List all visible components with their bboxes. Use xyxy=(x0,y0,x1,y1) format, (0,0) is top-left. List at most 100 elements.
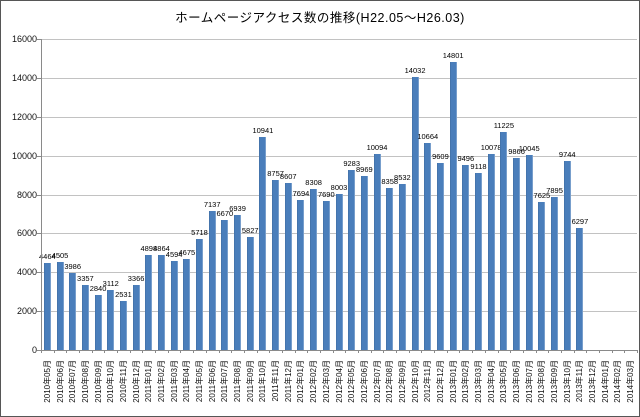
x-axis-tick-label: 2012年03月 xyxy=(322,354,331,414)
x-axis-tick xyxy=(446,350,448,353)
x-axis-tick xyxy=(155,350,157,353)
bar xyxy=(157,255,165,350)
x-axis-tick-label: 2010年12月 xyxy=(132,354,141,414)
x-axis-tick xyxy=(586,350,588,353)
bar-value-label: 14801 xyxy=(442,51,464,61)
x-axis-tick-label-text: 2010年10月 xyxy=(106,360,116,403)
bar xyxy=(272,179,280,350)
x-axis-tick-label: 2013年12月 xyxy=(588,354,597,414)
gridline xyxy=(41,39,637,40)
x-axis-tick-label: 2012年01月 xyxy=(296,354,305,414)
x-axis-tick-label-text: 2012年01月 xyxy=(296,360,306,403)
x-axis-tick-label: 2010年05月 xyxy=(43,354,52,414)
y-axis-tick xyxy=(37,233,41,235)
bar-value-label: 6297 xyxy=(571,216,589,226)
x-axis-tick-label-text: 2012年03月 xyxy=(321,360,331,403)
bar-value-label: 5718 xyxy=(191,227,208,237)
x-axis-tick xyxy=(611,350,613,353)
x-axis-tick xyxy=(408,350,410,353)
bar xyxy=(56,262,64,350)
x-axis-tick xyxy=(332,350,334,353)
y-axis-line xyxy=(41,39,42,350)
x-axis-tick-label-text: 2012年05月 xyxy=(347,360,357,403)
x-axis-tick-label: 2012年09月 xyxy=(398,354,407,414)
bar-value-label: 3112 xyxy=(102,278,119,288)
bar-value-label: 7625 xyxy=(533,190,551,200)
x-axis-tick-label-text: 2012年10月 xyxy=(410,360,420,403)
x-axis-tick xyxy=(117,350,119,353)
x-axis-tick xyxy=(560,350,562,353)
x-axis-tick-label: 2011年11月 xyxy=(271,354,280,414)
x-axis-tick xyxy=(598,350,600,353)
x-axis-tick xyxy=(66,350,68,353)
bar xyxy=(69,272,77,350)
x-axis-tick-label-text: 2013年12月 xyxy=(588,360,598,403)
bar xyxy=(335,194,343,350)
bar-value-label: 2840 xyxy=(89,283,107,293)
x-axis-tick-label-text: 2010年07月 xyxy=(68,360,78,403)
x-axis-tick-label: 2013年09月 xyxy=(550,354,559,414)
x-axis-tick-label-text: 2010年12月 xyxy=(131,360,141,403)
x-axis-tick-label-text: 2014年03月 xyxy=(626,360,636,403)
bar-value-label: 9283 xyxy=(343,158,361,168)
chart-title: ホームページアクセス数の推移(H22.05～H26.03) xyxy=(175,11,465,25)
x-axis-tick-label-text: 2011年01月 xyxy=(144,360,154,403)
bar-value-label: 9866 xyxy=(508,147,525,157)
x-axis-tick-label-text: 2013年05月 xyxy=(499,360,509,403)
bar-value-label: 9496 xyxy=(457,154,475,164)
x-axis-tick xyxy=(269,350,271,353)
x-axis-tick-label-text: 2010年08月 xyxy=(80,360,90,403)
x-axis-tick-label: 2012年08月 xyxy=(385,354,394,414)
x-axis-tick-label-text: 2011年09月 xyxy=(245,360,255,403)
bar xyxy=(234,215,242,350)
bar xyxy=(145,254,153,350)
bar-value-label: 10045 xyxy=(518,143,540,153)
x-axis-tick-label-text: 2012年04月 xyxy=(334,360,344,403)
y-axis-tick-label: 6000 xyxy=(16,228,37,239)
x-axis-tick xyxy=(535,350,537,353)
x-axis-tick xyxy=(53,350,55,353)
bar xyxy=(170,260,178,350)
bar xyxy=(576,227,584,350)
x-axis-tick-label-text: 2011年10月 xyxy=(258,360,268,403)
x-axis-tick-label: 2014年01月 xyxy=(601,354,610,414)
y-axis-tick-label: 10000 xyxy=(11,150,37,161)
x-axis-tick-label: 2010年06月 xyxy=(56,354,65,414)
bar-value-label: 8308 xyxy=(305,177,322,187)
bar xyxy=(81,284,89,350)
bar-value-label: 5827 xyxy=(241,225,259,235)
x-axis-tick-label: 2011年09月 xyxy=(246,354,255,414)
y-axis-tick-label: 0 xyxy=(31,345,37,355)
bar xyxy=(196,238,203,350)
bar xyxy=(487,154,495,350)
bar-value-label: 8358 xyxy=(381,176,399,186)
y-axis-tick xyxy=(37,272,41,274)
x-axis-tick-label: 2013年10月 xyxy=(563,354,572,414)
bar-value-label: 10941 xyxy=(252,126,274,136)
x-axis-tick xyxy=(522,350,524,353)
y-axis-tick-label: 4000 xyxy=(16,267,37,278)
bar xyxy=(259,137,267,350)
x-axis-tick-label: 2012年06月 xyxy=(360,354,369,414)
x-axis-tick xyxy=(319,350,321,353)
bar-value-label: 7690 xyxy=(317,189,335,199)
x-axis-tick xyxy=(383,350,385,353)
bar xyxy=(436,163,444,350)
bar-value-label: 8003 xyxy=(330,183,348,193)
x-axis-tick-label-text: 2013年08月 xyxy=(537,360,547,403)
y-axis-tick xyxy=(37,39,41,40)
x-axis-tick xyxy=(459,350,461,353)
bar xyxy=(297,200,305,350)
y-axis-tick-label: 16000 xyxy=(11,34,37,44)
x-axis-tick-label: 2010年11月 xyxy=(119,354,128,414)
bar xyxy=(107,289,115,350)
x-axis-tick xyxy=(104,350,106,353)
bar xyxy=(424,142,432,350)
bar xyxy=(94,294,102,350)
x-axis-tick-label: 2011年07月 xyxy=(220,354,229,414)
x-axis-tick xyxy=(180,350,182,353)
bar-value-label: 3366 xyxy=(127,273,145,283)
gridline xyxy=(41,77,637,79)
x-axis-tick xyxy=(231,350,233,353)
